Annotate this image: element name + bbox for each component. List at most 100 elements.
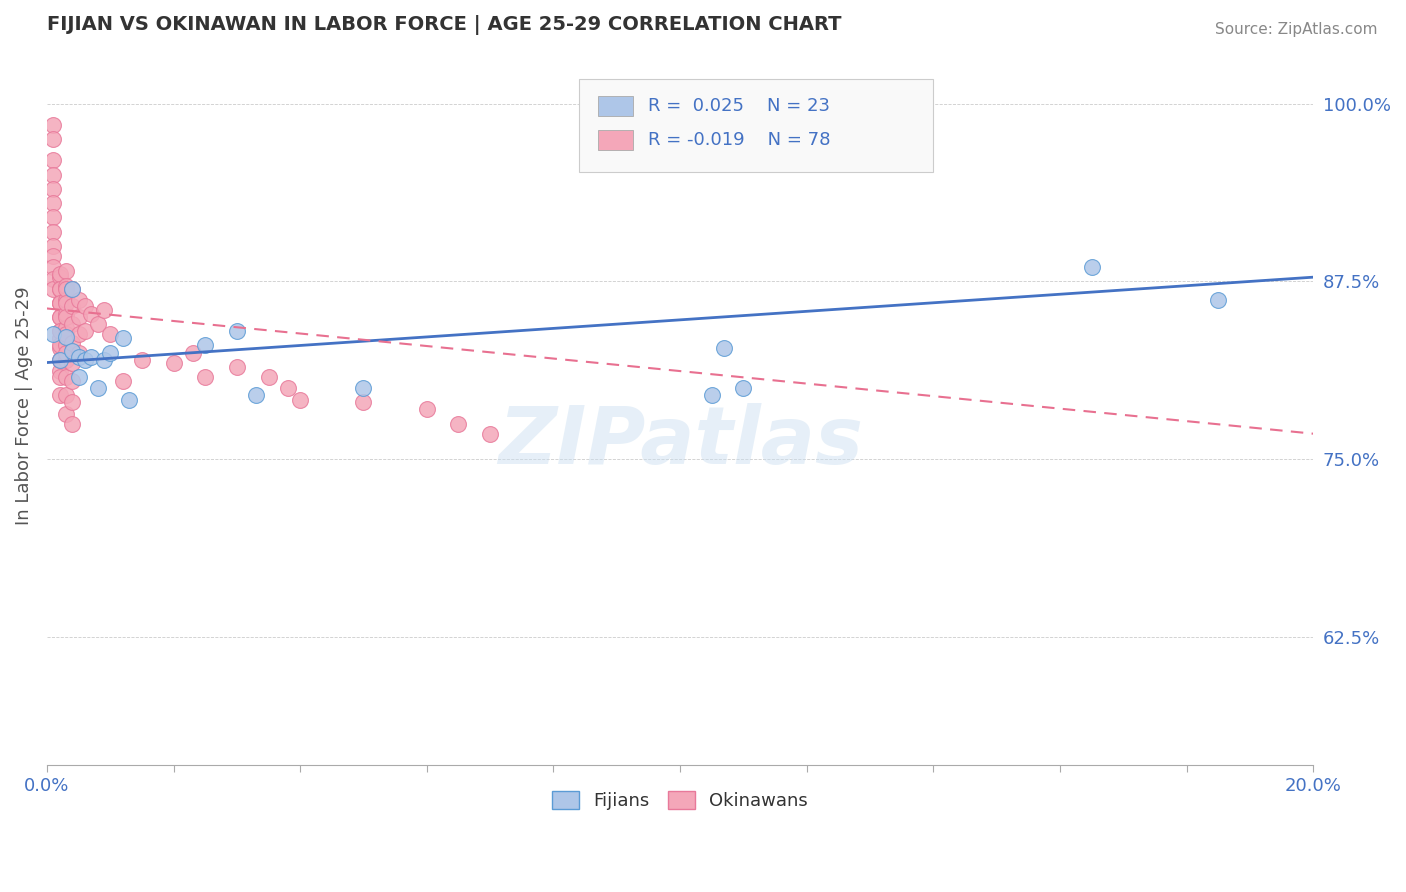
Point [353,395,375,409]
Point [48,364,70,378]
Point [42,249,65,263]
Point [194,338,217,352]
Point [42,281,65,295]
Point [55,278,77,293]
Point [42,327,65,342]
Point [98,327,121,342]
FancyBboxPatch shape [598,96,633,116]
Point [353,381,375,395]
Point [60,395,83,409]
Point [55,327,77,342]
Point [98,345,121,359]
Point [48,295,70,310]
Point [42,168,65,182]
Point [73,352,96,367]
Point [80,307,103,321]
Point [42,211,65,225]
Point [55,352,77,367]
Point [48,331,70,345]
Point [447,417,470,431]
Point [48,369,70,384]
Point [55,281,77,295]
Point [60,317,83,331]
Point [416,402,439,417]
Point [48,352,70,367]
Point [55,330,77,344]
Point [118,392,141,407]
Point [245,388,267,402]
Point [48,352,70,367]
Point [73,324,96,338]
Point [60,335,83,350]
Point [48,268,70,282]
Point [67,310,90,324]
Point [67,293,90,307]
Point [60,281,83,295]
Point [55,407,77,421]
Point [276,381,298,395]
Point [73,299,96,313]
Point [479,426,502,441]
Point [55,388,77,402]
Text: Source: ZipAtlas.com: Source: ZipAtlas.com [1215,22,1378,37]
Point [48,295,70,310]
Point [48,324,70,338]
Point [257,369,280,384]
Point [42,225,65,239]
Point [55,338,77,352]
Point [60,299,83,313]
Point [48,338,70,352]
Point [225,359,247,374]
Point [42,132,65,146]
Point [48,281,70,295]
Legend: Fijians, Okinawans: Fijians, Okinawans [544,783,815,817]
Point [48,310,70,324]
Point [55,295,77,310]
Point [55,369,77,384]
Point [60,374,83,388]
Point [111,331,134,345]
Point [42,271,65,285]
Point [42,239,65,253]
Point [48,388,70,402]
Point [86,317,108,331]
Point [42,182,65,196]
Point [48,310,70,324]
Point [48,295,70,310]
Point [55,345,77,359]
Point [42,196,65,211]
Point [700,388,723,402]
Point [111,374,134,388]
Point [80,350,103,364]
Point [1080,260,1102,275]
Point [93,352,115,367]
Point [60,344,83,359]
Point [55,310,77,324]
Text: FIJIAN VS OKINAWAN IN LABOR FORCE | AGE 25-29 CORRELATION CHART: FIJIAN VS OKINAWAN IN LABOR FORCE | AGE … [46,15,841,35]
Point [194,369,217,384]
Point [67,327,90,342]
Text: R = -0.019    N = 78: R = -0.019 N = 78 [648,131,831,149]
Point [713,341,735,355]
Point [48,281,70,295]
Text: ZIPatlas: ZIPatlas [498,403,863,481]
Point [67,369,90,384]
Point [67,350,90,364]
Point [48,324,70,338]
Point [86,381,108,395]
Point [55,307,77,321]
Point [48,341,70,355]
Point [60,355,83,369]
Point [55,293,77,307]
FancyBboxPatch shape [598,130,633,150]
Point [60,417,83,431]
Point [42,118,65,132]
Text: R =  0.025    N = 23: R = 0.025 N = 23 [648,97,831,115]
Point [42,153,65,168]
Y-axis label: In Labor Force | Age 25-29: In Labor Force | Age 25-29 [15,286,32,525]
Point [42,260,65,275]
Point [1206,293,1229,307]
Point [60,281,83,295]
FancyBboxPatch shape [579,79,934,172]
Point [48,270,70,285]
